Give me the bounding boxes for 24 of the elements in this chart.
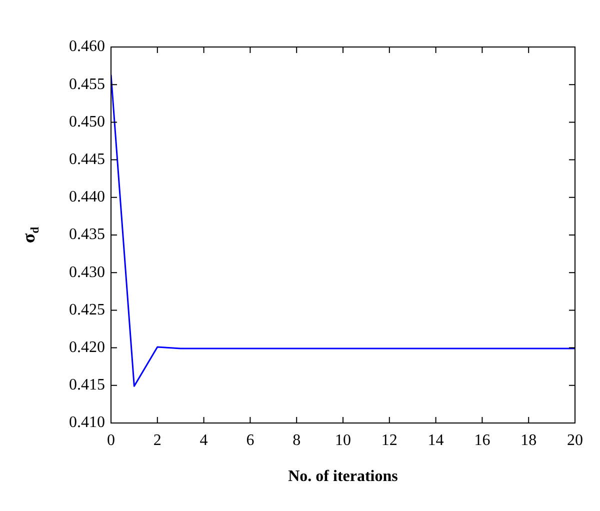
y-tick-label: 0.455 bbox=[69, 76, 105, 93]
y-tick-label: 0.420 bbox=[69, 339, 105, 356]
x-tick-label: 10 bbox=[335, 432, 351, 449]
x-axis-title: No. of iterations bbox=[288, 468, 398, 486]
x-tick-label: 4 bbox=[200, 432, 208, 449]
x-tick-label: 14 bbox=[428, 432, 444, 449]
y-tick-label: 0.430 bbox=[69, 264, 105, 281]
x-tick-label: 2 bbox=[153, 432, 162, 449]
y-tick-label: 0.445 bbox=[69, 151, 105, 168]
y-tick-label: 0.440 bbox=[69, 188, 105, 206]
x-tick-label: 0 bbox=[107, 432, 115, 449]
y-tick-label: 0.410 bbox=[69, 414, 105, 432]
x-tick-label: 8 bbox=[292, 432, 301, 449]
x-tick-label: 6 bbox=[246, 432, 254, 449]
y-axis-title: σd bbox=[18, 226, 42, 244]
y-tick-label: 0.450 bbox=[69, 113, 105, 130]
x-tick-label: 16 bbox=[474, 432, 490, 449]
x-tick-label: 20 bbox=[567, 432, 583, 449]
y-tick-label: 0.415 bbox=[69, 376, 105, 394]
y-tick-label: 0.435 bbox=[69, 226, 105, 244]
x-tick-label: 12 bbox=[381, 432, 398, 449]
y-tick-label: 0.425 bbox=[69, 301, 105, 318]
x-tick-label: 18 bbox=[520, 432, 537, 449]
y-tick-label: 0.460 bbox=[69, 38, 105, 56]
